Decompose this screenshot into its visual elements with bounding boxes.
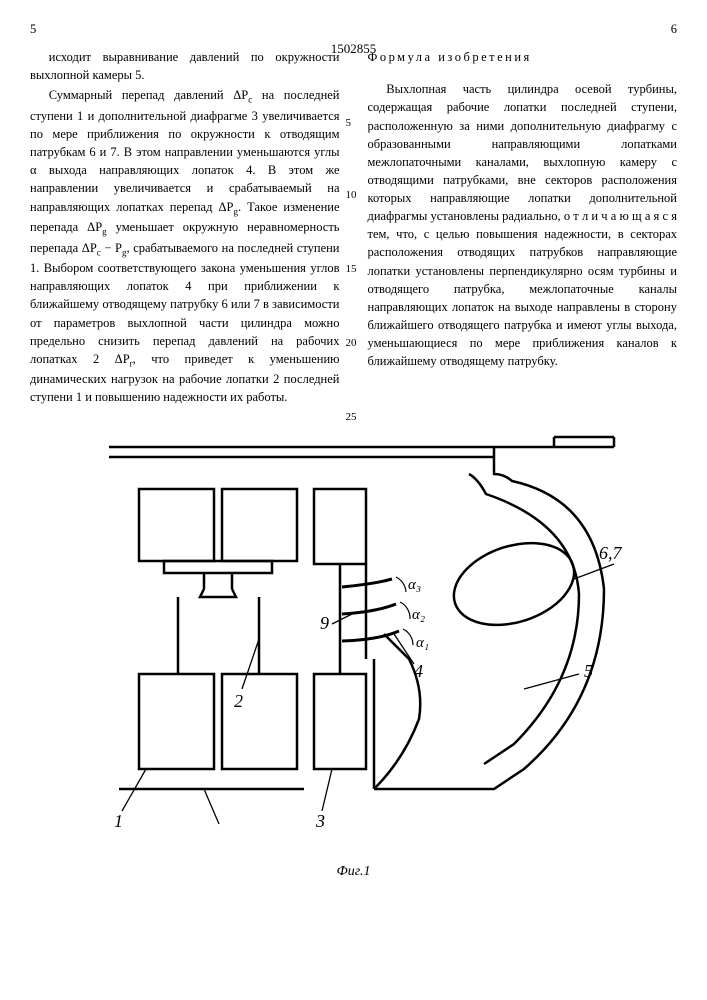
fig-label-4: 4	[414, 661, 423, 681]
claim-text: Выхлопная часть цилиндра осевой турбины,…	[368, 80, 678, 370]
fig-label-67: 6,7	[599, 543, 623, 563]
fig-label-9: 9	[320, 613, 329, 633]
figure-caption: Фиг.1	[30, 862, 677, 882]
right-column: 5 10 15 20 25 Формула изобретения Выхлоп…	[368, 48, 678, 408]
line-num-10: 10	[346, 188, 357, 204]
figure-1: 1 2 3 4 5 6,7 9 α₁ α₂ α₃ Фиг.1	[30, 429, 677, 882]
figure-svg: 1 2 3 4 5 6,7 9 α₁ α₂ α₃	[74, 429, 634, 849]
line-num-15: 15	[346, 262, 357, 278]
line-num-5: 5	[346, 116, 352, 132]
fig-label-a3: α₃	[408, 577, 421, 593]
left-p1: исходит выравнивание давлений по окружно…	[30, 48, 340, 84]
fig-label-2: 2	[234, 691, 243, 711]
page-right: 6	[671, 20, 677, 38]
left-p2: Суммарный перепад давлений ΔРс на послед…	[30, 86, 340, 406]
fig-label-a2: α₂	[412, 607, 425, 623]
left-column: исходит выравнивание давлений по окружно…	[30, 48, 340, 408]
fig-label-5: 5	[584, 661, 593, 681]
fig-label-3: 3	[315, 811, 325, 831]
line-num-25: 25	[346, 410, 357, 426]
page-left: 5	[30, 20, 36, 38]
fig-label-1: 1	[114, 811, 123, 831]
formula-heading: Формула изобретения	[368, 48, 678, 66]
text-columns: исходит выравнивание давлений по окружно…	[30, 48, 677, 408]
line-num-20: 20	[346, 336, 357, 352]
fig-label-a1: α₁	[416, 635, 429, 651]
